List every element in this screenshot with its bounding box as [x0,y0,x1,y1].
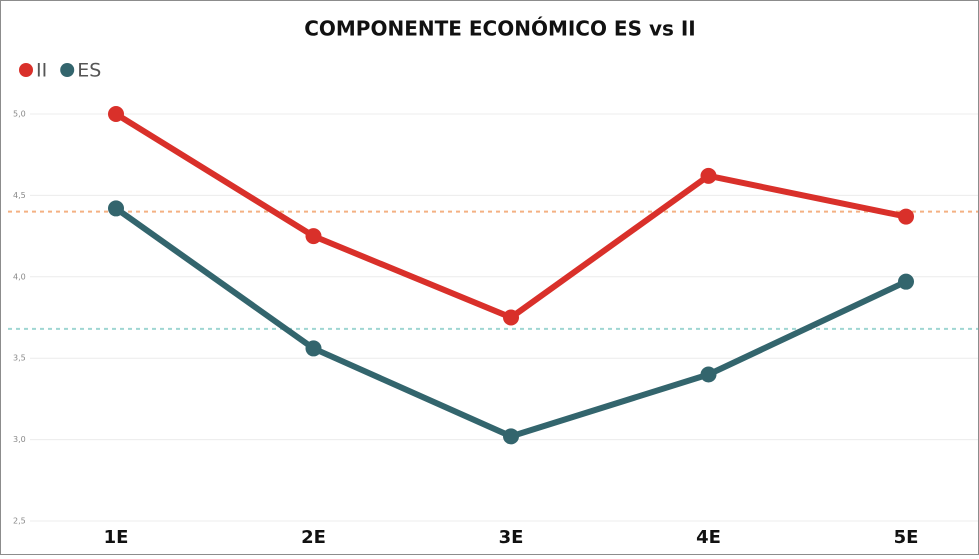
x-tick-label: 2E [301,527,326,548]
x-tick-label: 1E [104,527,129,548]
data-point [898,273,914,290]
legend-label: II [36,60,47,82]
x-tick-label: 5E [894,527,919,548]
data-point [108,106,124,122]
y-tick-label: 3,0 [13,435,26,444]
data-point [700,366,717,383]
data-point [305,228,322,245]
y-tick-label: 4,5 [13,191,26,200]
x-tick-label: 4E [696,527,721,548]
data-point [898,208,914,225]
data-point [305,340,322,357]
data-point [108,200,124,217]
data-point [503,309,519,326]
y-tick-label: 5,0 [13,110,26,119]
y-tick-label: 3,5 [13,354,26,363]
y-tick-label: 2,5 [13,517,26,526]
chart-title: COMPONENTE ECONÓMICO ES vs II [304,17,696,41]
legend-label: ES [77,60,101,82]
y-tick-label: 4,0 [13,272,26,281]
legend-marker [19,63,33,77]
data-point [700,167,717,184]
x-tick-label: 3E [499,527,524,548]
data-point [503,428,519,445]
legend-marker [60,63,75,77]
